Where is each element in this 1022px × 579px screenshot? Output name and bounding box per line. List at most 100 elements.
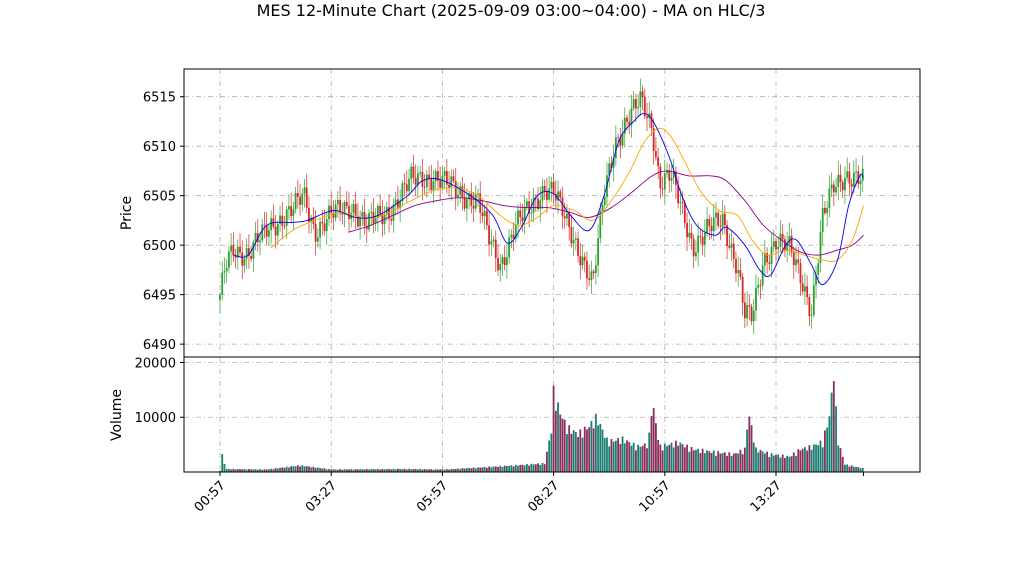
- candle-body: [612, 158, 615, 168]
- volume-bar: [730, 456, 733, 472]
- volume-bar: [374, 469, 377, 472]
- volume-bar: [772, 455, 775, 472]
- volume-bar: [268, 469, 270, 472]
- volume-bar: [690, 446, 693, 472]
- volume-bar: [323, 468, 326, 472]
- candle-body: [370, 211, 373, 214]
- candle-body: [374, 218, 377, 224]
- candle-body: [219, 294, 221, 300]
- candle-body: [739, 269, 742, 277]
- candle-body: [850, 183, 853, 187]
- volume-bar: [659, 444, 662, 472]
- candle-body: [812, 285, 815, 316]
- volume-bar: [728, 452, 731, 472]
- candle-body: [859, 180, 862, 185]
- volume-bar: [755, 447, 757, 472]
- candle-body: [510, 234, 513, 238]
- candle-body: [292, 209, 295, 217]
- candle-body: [239, 246, 241, 253]
- volume-bar: [619, 444, 622, 472]
- candle-body: [670, 177, 673, 181]
- candle-body: [801, 283, 804, 292]
- volume-bar: [699, 453, 702, 472]
- volume-bar: [790, 456, 793, 472]
- candle-body: [234, 255, 237, 258]
- candle-body: [485, 210, 488, 226]
- candle-body: [245, 248, 248, 259]
- candle-body: [841, 181, 844, 191]
- volume-bar: [648, 432, 651, 472]
- candle-body: [568, 213, 571, 228]
- volume-bar: [663, 443, 666, 472]
- candle-body: [601, 205, 604, 212]
- candle-body: [290, 206, 293, 217]
- candle-body: [539, 200, 542, 210]
- volume-bar: [559, 414, 562, 472]
- volume-bar: [697, 448, 700, 472]
- candle-body: [619, 137, 622, 146]
- candle-body: [661, 188, 664, 190]
- candle-body: [563, 216, 566, 219]
- volume-bar: [488, 466, 491, 472]
- volume-bar: [457, 468, 459, 472]
- candle-body: [579, 255, 582, 266]
- volume-bar: [603, 437, 606, 472]
- candle-body: [354, 204, 357, 216]
- price-candles: [219, 78, 864, 334]
- candle-body: [759, 284, 762, 286]
- volume-bar: [646, 448, 648, 472]
- candle-body: [299, 196, 301, 205]
- volume-bar: [572, 430, 575, 472]
- candle-body: [652, 128, 655, 152]
- candle-body: [786, 243, 789, 252]
- candle-body: [701, 236, 704, 245]
- volume-bar: [746, 429, 748, 472]
- candle-body: [423, 186, 426, 188]
- candle-body: [770, 246, 773, 264]
- volume-bar: [377, 468, 379, 472]
- candle-body: [695, 252, 697, 257]
- volume-bar: [608, 446, 611, 472]
- price-tick-label: 6490: [143, 338, 176, 353]
- candle-body: [285, 209, 288, 227]
- volume-bar: [819, 440, 822, 472]
- candle-body: [715, 212, 717, 218]
- volume-bar: [592, 428, 595, 472]
- candle-body: [232, 245, 235, 256]
- volume-bar: [334, 469, 337, 472]
- candle-body: [336, 200, 339, 205]
- candle-body: [775, 241, 777, 250]
- candle-body: [379, 205, 382, 214]
- candle-body: [804, 286, 806, 292]
- candle-body: [728, 246, 731, 248]
- candle-body: [305, 187, 308, 208]
- volume-bar: [688, 451, 691, 472]
- volume-bar: [612, 441, 615, 472]
- volume-bar: [801, 448, 804, 472]
- volume-bar: [392, 468, 395, 472]
- volume-bar: [390, 469, 393, 472]
- candle-body: [779, 233, 782, 247]
- volume-bar: [328, 468, 330, 472]
- volume-bar: [274, 468, 277, 472]
- candle-body: [492, 239, 495, 242]
- candle-body: [817, 263, 820, 275]
- volume-bar: [490, 467, 493, 472]
- candle-body: [263, 224, 266, 226]
- volume-bar: [586, 429, 588, 472]
- volume-bar: [543, 464, 546, 472]
- volume-bar: [227, 468, 230, 472]
- volume-bar: [283, 467, 286, 472]
- candle-body: [663, 173, 666, 190]
- candle-body: [668, 170, 671, 181]
- volume-bar: [359, 469, 362, 472]
- candle-body: [697, 236, 700, 253]
- price-tick-label: 6510: [143, 140, 176, 155]
- candle-body: [352, 204, 355, 213]
- volume-bar: [748, 416, 751, 472]
- volume-bar: [454, 468, 457, 472]
- candle-body: [839, 174, 842, 182]
- candle-body: [428, 174, 430, 179]
- volume-bar: [641, 445, 644, 472]
- volume-bar: [681, 444, 684, 472]
